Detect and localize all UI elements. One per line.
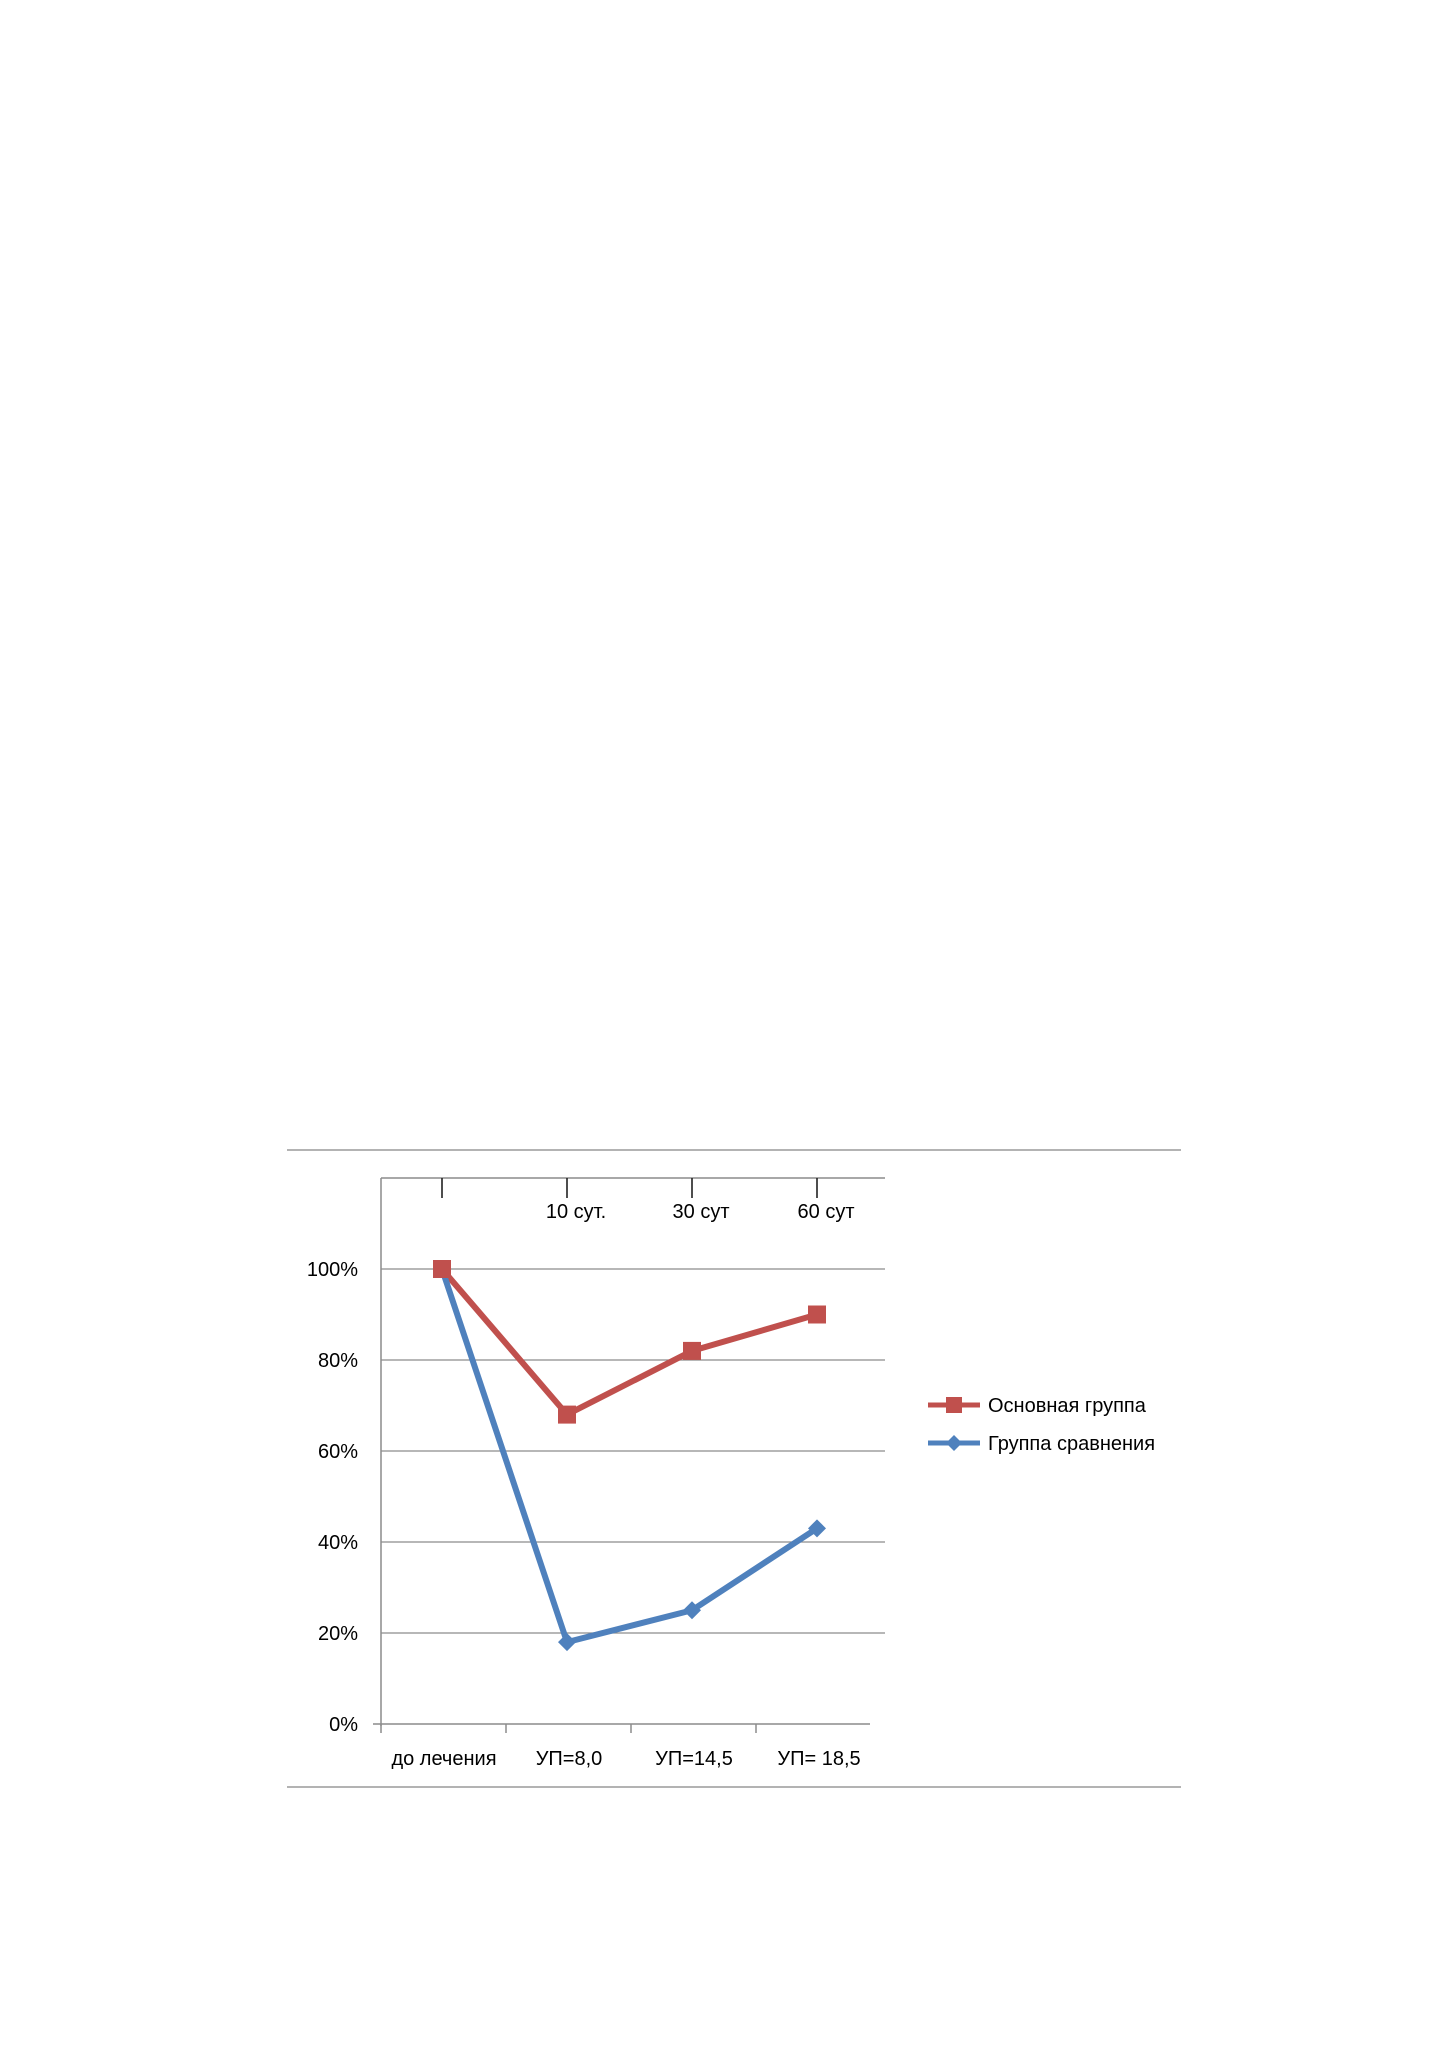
series-line-1 [439, 1266, 820, 1418]
legend: Основная группа Группа сравнения [928, 1395, 1155, 1455]
y-tick-label: 60% [318, 1441, 358, 1463]
legend-label: Основная группа [988, 1395, 1147, 1417]
top-category-label: 60 сут [798, 1201, 855, 1223]
top-axis: 10 сут. 30 сут 60 сут [381, 1177, 885, 1223]
legend-label: Группа сравнения [988, 1433, 1155, 1455]
y-tick-label: 80% [318, 1350, 358, 1372]
series-2-point [683, 1601, 701, 1620]
legend-swatch-marker [946, 1435, 962, 1451]
legend-swatch-marker [946, 1397, 962, 1413]
y-tick-label: 100% [307, 1259, 358, 1281]
x-category-label: УП= 18,5 [777, 1748, 860, 1770]
axes [373, 1178, 870, 1733]
x-tick-labels: до лечения УП=8,0 УП=14,5 УП= 18,5 [391, 1748, 860, 1770]
series-1-point [558, 1405, 576, 1424]
x-category-label: до лечения [391, 1748, 496, 1770]
y-tick-labels: 0% 20% 40% 60% 80% 100% [307, 1259, 358, 1736]
series-2-point [808, 1519, 826, 1538]
y-tick-label: 20% [318, 1623, 358, 1645]
top-category-label: 10 сут. [546, 1201, 606, 1223]
series-lines [433, 1260, 826, 1652]
y-tick-label: 0% [329, 1714, 358, 1736]
y-tick-label: 40% [318, 1532, 358, 1554]
series-1-point [433, 1260, 451, 1278]
gridlines [381, 1268, 885, 1634]
series-line-2 [439, 1266, 820, 1646]
x-category-label: УП=14,5 [655, 1748, 733, 1770]
x-category-label: УП=8,0 [536, 1748, 603, 1770]
series-1-point [808, 1305, 826, 1324]
top-category-label: 30 сут [673, 1201, 730, 1223]
series-1-point [683, 1341, 701, 1360]
series-2-point [558, 1633, 576, 1652]
